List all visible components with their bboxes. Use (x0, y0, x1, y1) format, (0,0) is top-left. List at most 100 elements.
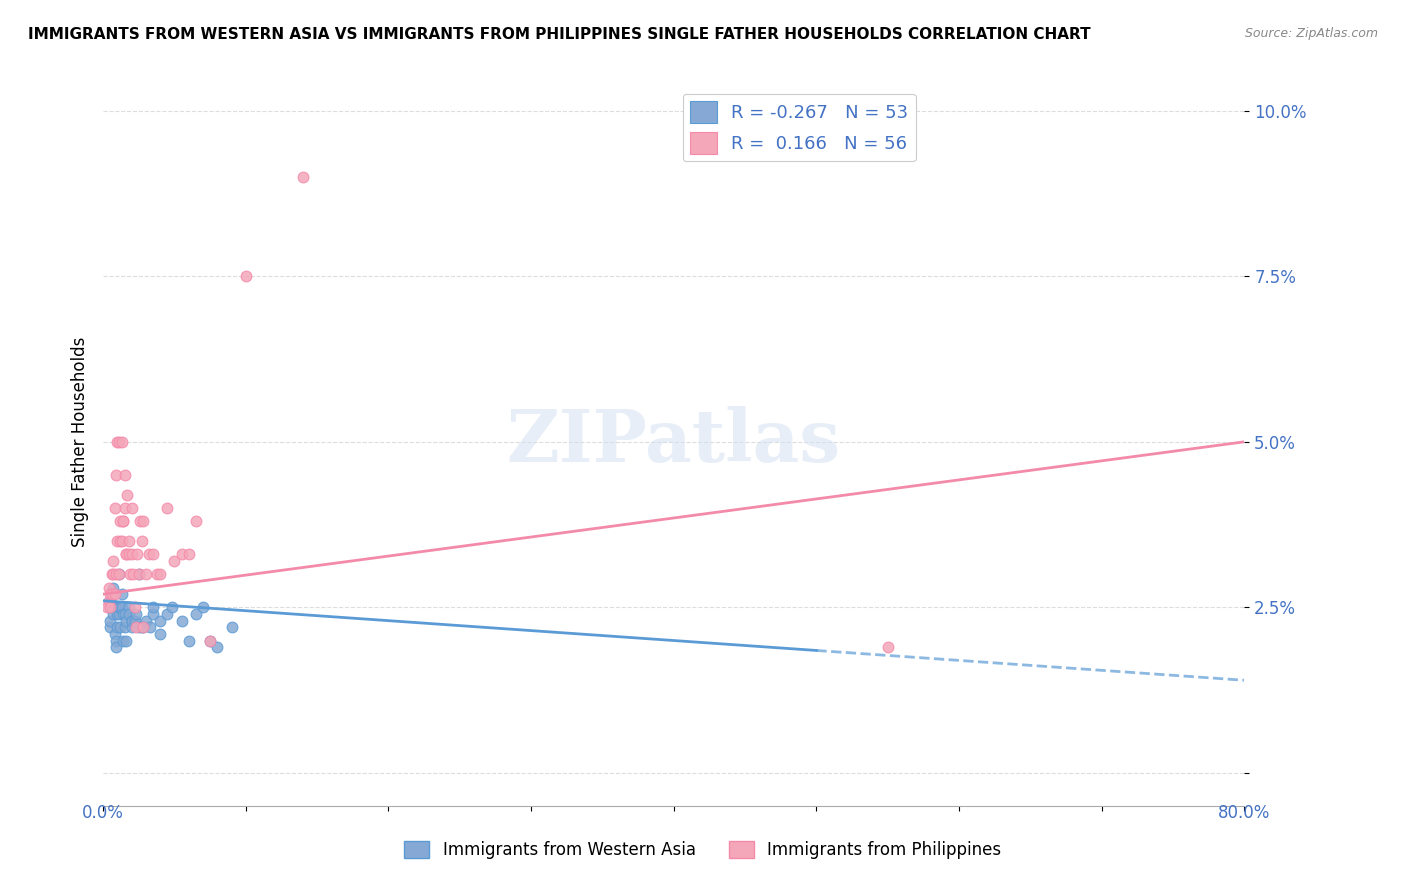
Point (110, 620, 132, 634)
Point (139, 620, 162, 634)
Point (101, 581, 124, 595)
Point (121, 548, 143, 562)
Point (132, 620, 155, 634)
Point (111, 600, 134, 615)
Text: IMMIGRANTS FROM WESTERN ASIA VS IMMIGRANTS FROM PHILIPPINES SINGLE FATHER HOUSEH: IMMIGRANTS FROM WESTERN ASIA VS IMMIGRAN… (28, 27, 1091, 42)
Point (184, 607, 207, 621)
Legend: R = -0.267   N = 53, R =  0.166   N = 56: R = -0.267 N = 53, R = 0.166 N = 56 (683, 94, 915, 161)
Point (96, 600, 118, 615)
Point (129, 514, 152, 528)
Point (191, 600, 214, 615)
Point (100, 600, 122, 615)
Point (163, 554, 186, 568)
Point (121, 501, 143, 516)
Point (100, 567, 122, 582)
Point (115, 614, 138, 628)
Point (291, 169, 314, 184)
Point (108, 607, 131, 621)
Point (103, 501, 125, 516)
Point (135, 567, 157, 582)
Point (120, 567, 142, 582)
Point (128, 567, 150, 582)
Point (105, 607, 128, 621)
Point (112, 607, 135, 621)
Point (98, 600, 121, 615)
Point (235, 269, 257, 284)
Point (132, 620, 155, 634)
Point (170, 548, 193, 562)
Point (124, 614, 146, 628)
Point (97, 594, 120, 608)
Point (101, 607, 124, 621)
Point (118, 548, 141, 562)
Point (104, 567, 127, 582)
Point (142, 548, 165, 562)
Point (127, 548, 149, 562)
Point (117, 488, 139, 502)
Point (98, 614, 121, 628)
Point (98, 587, 121, 601)
Point (108, 434, 131, 449)
Point (221, 620, 243, 634)
Point (128, 620, 150, 634)
Point (110, 600, 132, 615)
Point (98, 594, 121, 608)
Point (122, 567, 145, 582)
Point (115, 548, 138, 562)
Point (142, 607, 165, 621)
Point (97, 581, 120, 595)
Point (111, 534, 134, 549)
Point (146, 567, 169, 582)
Point (131, 534, 153, 549)
Point (132, 514, 155, 528)
Point (131, 620, 153, 634)
Point (110, 514, 132, 528)
Point (121, 620, 143, 634)
Point (98, 620, 121, 634)
Point (104, 640, 127, 655)
Point (149, 627, 172, 641)
Point (101, 554, 124, 568)
Point (108, 600, 131, 615)
Point (114, 607, 136, 621)
Point (125, 607, 148, 621)
Text: ZIPatlas: ZIPatlas (506, 406, 841, 477)
Point (115, 548, 138, 562)
Point (100, 587, 122, 601)
Point (104, 633, 127, 648)
Point (149, 567, 172, 582)
Point (112, 633, 135, 648)
Point (207, 640, 229, 655)
Point (111, 587, 134, 601)
Point (103, 587, 125, 601)
Text: Source: ZipAtlas.com: Source: ZipAtlas.com (1244, 27, 1378, 40)
Point (128, 567, 150, 582)
Point (98, 600, 121, 615)
Point (105, 620, 128, 634)
Point (110, 534, 132, 549)
Point (124, 600, 146, 615)
Point (118, 534, 141, 549)
Point (198, 633, 221, 648)
Point (156, 607, 179, 621)
Point (104, 467, 127, 482)
Point (114, 620, 136, 634)
Text: 0.0%: 0.0% (82, 804, 124, 822)
Point (177, 633, 200, 648)
Point (112, 514, 135, 528)
Text: 80.0%: 80.0% (1218, 804, 1271, 822)
Point (121, 614, 143, 628)
Point (114, 501, 136, 516)
Point (149, 614, 172, 628)
Point (103, 627, 125, 641)
Point (135, 614, 157, 628)
Y-axis label: Single Father Households: Single Father Households (72, 336, 89, 547)
Point (121, 614, 143, 628)
Point (170, 614, 193, 628)
Point (160, 600, 183, 615)
Point (138, 548, 160, 562)
Point (198, 633, 221, 648)
Legend: Immigrants from Western Asia, Immigrants from Philippines: Immigrants from Western Asia, Immigrants… (398, 834, 1008, 866)
Point (111, 434, 134, 449)
Point (103, 600, 125, 615)
